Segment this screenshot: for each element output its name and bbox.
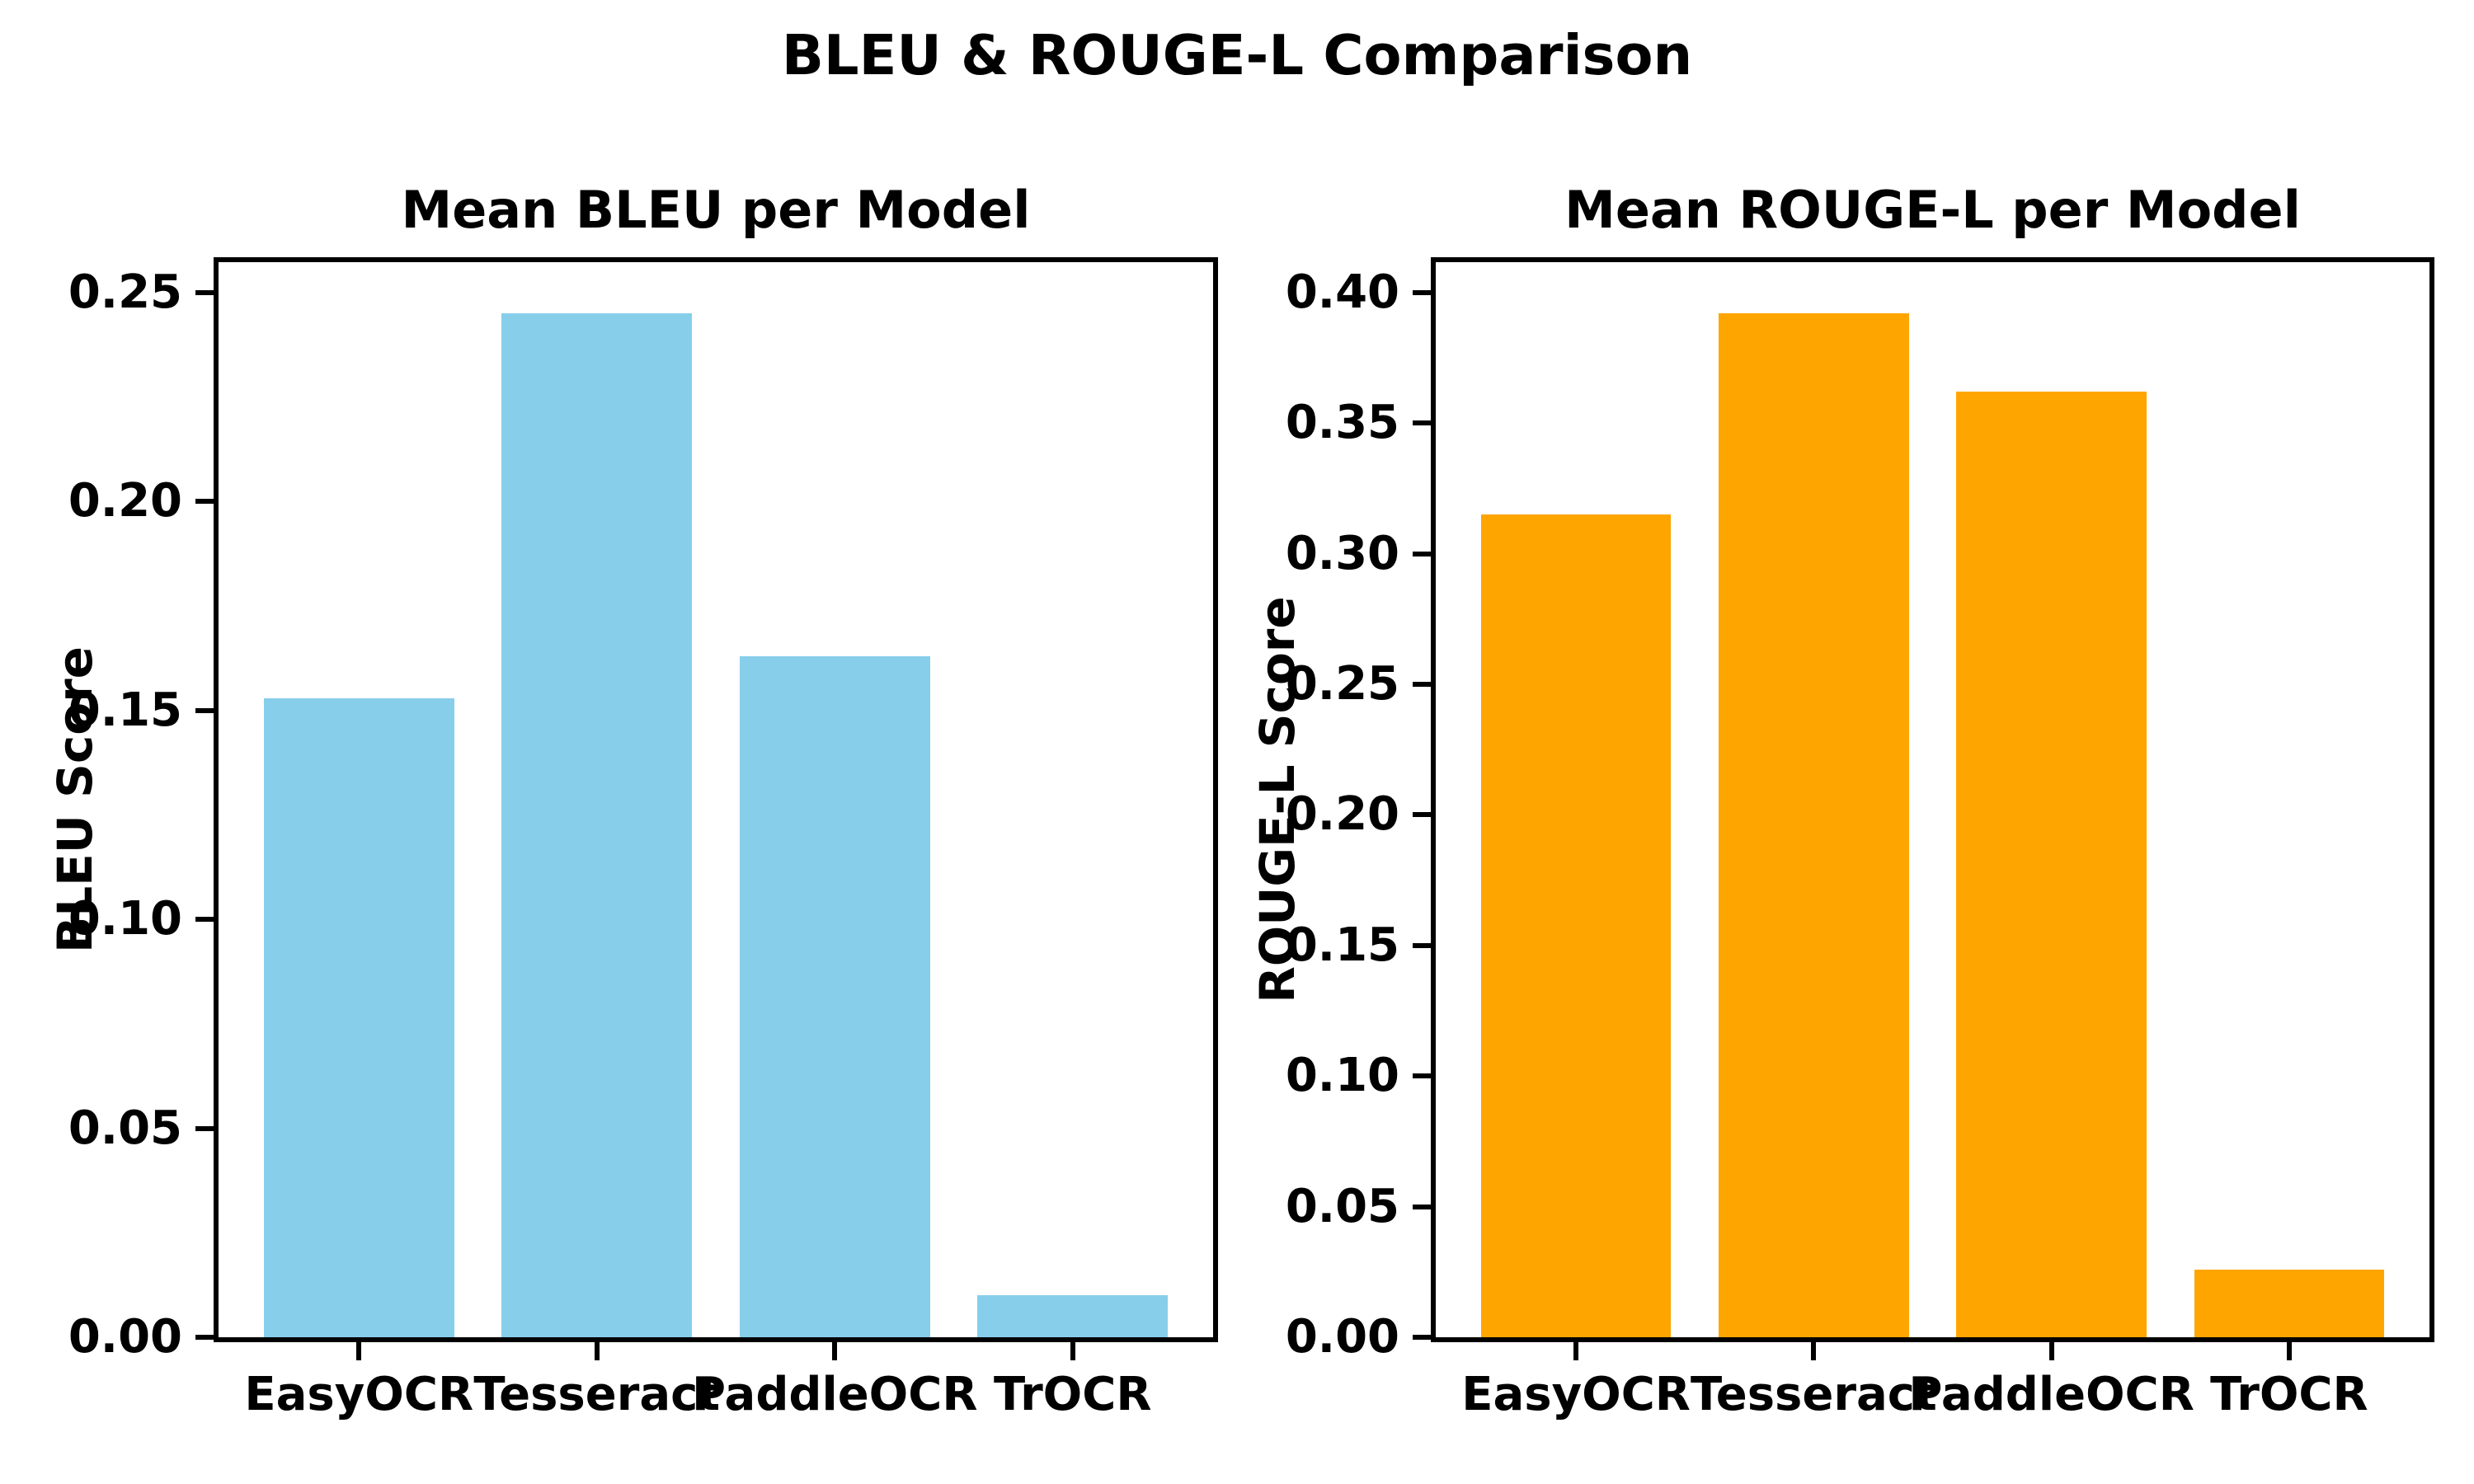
y-tick-label: 0.00 bbox=[68, 1310, 182, 1364]
y-tick-label: 0.30 bbox=[1285, 526, 1399, 580]
y-tick-mark bbox=[1413, 1335, 1431, 1340]
x-tick-label-tesseract: Tesseract bbox=[1690, 1368, 1937, 1421]
y-tick-mark bbox=[1413, 1073, 1431, 1079]
bar-paddleocr bbox=[739, 655, 930, 1337]
bar-tesseract bbox=[1719, 313, 1909, 1337]
bar-easyocr bbox=[1480, 514, 1672, 1337]
x-tick-label-trocr: TrOCR bbox=[2210, 1368, 2368, 1421]
x-tick-mark bbox=[1070, 1342, 1075, 1360]
y-tick-label: 0.25 bbox=[1285, 656, 1399, 711]
y-tick-mark bbox=[1413, 1204, 1431, 1209]
bleu-chart-axes: Mean BLEU per Model BLEU Score EasyOCR Te… bbox=[47, 180, 1218, 1418]
y-tick-mark bbox=[1413, 420, 1431, 426]
x-tick-mark bbox=[594, 1342, 600, 1360]
bar-easyocr bbox=[263, 697, 454, 1337]
y-tick-mark bbox=[195, 1335, 214, 1340]
x-tick-mark bbox=[832, 1342, 838, 1360]
rouge-chart-axes: Mean ROUGE-L per Model ROUGE-L Score Eas… bbox=[1249, 180, 2434, 1418]
bar-trocr bbox=[977, 1295, 1169, 1337]
x-tick-label-paddleocr: PaddleOCR bbox=[692, 1368, 978, 1421]
y-tick-label: 0.15 bbox=[68, 683, 182, 737]
y-tick-mark bbox=[195, 707, 214, 713]
y-tick-mark bbox=[1413, 942, 1431, 948]
x-tick-label-easyocr: EasyOCR bbox=[1461, 1368, 1691, 1421]
y-tick-label: 0.05 bbox=[68, 1101, 182, 1155]
bar-tesseract bbox=[501, 313, 693, 1337]
y-tick-label: 0.05 bbox=[1285, 1179, 1399, 1233]
y-tick-label: 0.10 bbox=[68, 892, 182, 946]
y-tick-label: 0.35 bbox=[1285, 396, 1399, 450]
bar-paddleocr bbox=[1956, 392, 2147, 1337]
y-tick-mark bbox=[195, 917, 214, 923]
x-tick-label-tesseract: Tesseract bbox=[473, 1368, 721, 1421]
y-tick-label: 0.40 bbox=[1285, 265, 1399, 319]
x-tick-label-easyocr: EasyOCR bbox=[244, 1368, 474, 1421]
x-tick-mark bbox=[356, 1342, 362, 1360]
x-tick-label-paddleocr: PaddleOCR bbox=[1908, 1368, 2194, 1421]
x-tick-mark bbox=[1811, 1342, 1817, 1360]
y-tick-mark bbox=[1413, 289, 1431, 295]
y-tick-label: 0.15 bbox=[1285, 918, 1399, 972]
rouge-chart-title: Mean ROUGE-L per Model bbox=[1564, 180, 2301, 240]
bar-trocr bbox=[2194, 1269, 2385, 1337]
y-tick-label: 0.25 bbox=[68, 265, 182, 319]
x-tick-mark bbox=[2048, 1342, 2054, 1360]
y-tick-mark bbox=[1413, 551, 1431, 556]
y-tick-label: 0.10 bbox=[1285, 1049, 1399, 1103]
y-tick-mark bbox=[195, 289, 214, 295]
x-tick-mark bbox=[1573, 1342, 1579, 1360]
figure-suptitle: BLEU & ROUGE-L Comparison bbox=[781, 23, 1693, 87]
bleu-chart-title: Mean BLEU per Model bbox=[401, 180, 1031, 240]
x-tick-mark bbox=[2286, 1342, 2292, 1360]
y-tick-mark bbox=[195, 1125, 214, 1131]
x-tick-label-trocr: TrOCR bbox=[994, 1368, 1152, 1421]
y-tick-label: 0.20 bbox=[1285, 787, 1399, 842]
y-tick-mark bbox=[1413, 681, 1431, 687]
y-tick-mark bbox=[1413, 812, 1431, 818]
y-tick-mark bbox=[195, 499, 214, 505]
y-tick-label: 0.20 bbox=[68, 474, 182, 528]
y-tick-label: 0.00 bbox=[1285, 1310, 1399, 1364]
